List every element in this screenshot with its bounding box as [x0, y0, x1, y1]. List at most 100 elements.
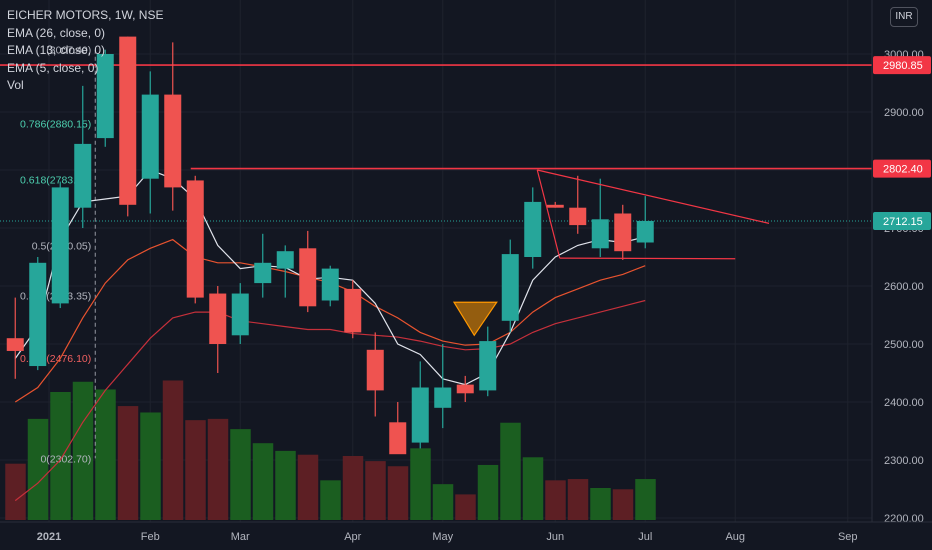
horizontal-lines[interactable]: [0, 64, 872, 222]
volume-bar: [162, 380, 184, 520]
volume-bar: [410, 448, 431, 520]
candle-body: [186, 180, 204, 298]
candle-body: [74, 143, 92, 208]
triangle-marker: [452, 301, 498, 337]
fib-level-label: (3007.40): [46, 45, 91, 57]
symbol-title[interactable]: EICHER MOTORS, 1W, NSE: [7, 8, 164, 22]
volume-bar: [5, 463, 26, 520]
candle-body: [456, 384, 474, 394]
time-tick-label: 2021: [37, 531, 61, 543]
candle-body: [636, 220, 654, 243]
volume-bar: [27, 418, 49, 520]
ema5-legend[interactable]: EMA (5, close, 0): [7, 60, 99, 75]
volume-bar: [545, 480, 566, 520]
hline-price-label-bg: [873, 159, 931, 178]
price-axis-bg: [872, 0, 932, 550]
candle-body: [569, 207, 587, 226]
candle-body: [546, 204, 564, 208]
price-tick-label: 2400.00: [884, 397, 924, 409]
volume-bar: [320, 480, 341, 520]
price-tick-label: 2600.00: [884, 281, 924, 293]
volume-bar: [185, 420, 206, 520]
candle-body: [276, 251, 294, 269]
candle-body: [141, 94, 159, 179]
volume-bar: [207, 418, 229, 520]
candle-body: [434, 387, 452, 408]
volume-bar: [72, 381, 94, 520]
candle-body: [209, 293, 227, 344]
volume-bar: [365, 461, 386, 520]
candle-body: [411, 387, 429, 443]
trendline: [536, 169, 561, 259]
hline-price-label-bg: [873, 56, 931, 75]
candle-body: [614, 213, 632, 252]
volume-bars: [5, 380, 656, 520]
candle-body: [389, 422, 407, 455]
volume-bar: [252, 443, 274, 520]
volume-bar: [342, 456, 364, 520]
time-tick-label: Aug: [725, 531, 745, 543]
volume-bar: [635, 479, 656, 520]
price-tick-label: 2300.00: [884, 455, 924, 467]
price-tick-label: 2500.00: [884, 339, 924, 351]
candle-body: [321, 268, 339, 301]
time-axis-bg: [0, 522, 932, 550]
ema26-legend[interactable]: EMA (26, close, 0): [7, 25, 106, 40]
volume-bar: [117, 406, 139, 520]
trendline: [559, 257, 736, 260]
volume-bar: [567, 479, 589, 520]
candle-body: [591, 219, 609, 249]
volume-bar: [590, 488, 611, 520]
time-tick-label: May: [432, 531, 453, 543]
volume-bar: [230, 429, 251, 520]
fib-level-label: 0.618(2783.35): [20, 175, 91, 187]
volume-bar: [522, 457, 544, 520]
volume-bar: [612, 489, 634, 520]
volume-bar: [50, 392, 71, 520]
last-price-label: 2712.15: [883, 216, 923, 228]
volume-bar: [432, 484, 454, 520]
volume-bar: [297, 454, 319, 520]
candle-body: [96, 54, 114, 139]
candle-body: [29, 262, 47, 367]
fib-level-label: 0.786(2880.15): [20, 119, 91, 131]
volume-bar: [477, 464, 499, 520]
time-tick-label: Feb: [141, 531, 160, 543]
time-tick-label: Mar: [231, 531, 250, 543]
currency-badge[interactable]: INR: [890, 7, 918, 27]
candle-body: [254, 262, 272, 284]
candlesticks: [6, 36, 654, 455]
trendline: [537, 169, 770, 224]
volume-bar: [275, 450, 296, 520]
drawings[interactable]: [452, 169, 770, 337]
hline-price-label: 2802.40: [883, 164, 923, 176]
ema13-line: [14, 238, 646, 403]
last-price-label-bg: [873, 211, 931, 230]
volume-bar: [95, 389, 116, 520]
price-tick-label: 2900.00: [884, 107, 924, 119]
time-tick-label: Sep: [838, 531, 858, 543]
volume-bar: [140, 412, 161, 520]
candle-body: [344, 288, 362, 333]
time-tick-label: Jun: [546, 531, 564, 543]
time-tick-label: Apr: [344, 531, 361, 543]
hline-price-label: 2980.85: [883, 60, 923, 72]
volume-bar: [387, 466, 409, 520]
ema13-legend[interactable]: EMA (13, close, 0): [7, 43, 106, 57]
candle-body: [51, 187, 69, 304]
candle-body: [366, 349, 384, 391]
candle-body: [164, 94, 182, 188]
candle-body: [119, 36, 137, 205]
candle-body: [6, 338, 24, 351]
candle-body: [479, 341, 497, 391]
volume-bar: [455, 494, 476, 520]
volume-legend[interactable]: Vol: [7, 78, 24, 92]
time-tick-label: Jul: [638, 531, 652, 543]
legend: EICHER MOTORS, 1W, NSE EMA (26, close, 0…: [7, 7, 163, 95]
ema26-line: [14, 299, 646, 502]
candle-body: [231, 293, 249, 336]
volume-bar: [500, 422, 521, 520]
candle-body: [501, 254, 519, 321]
fib-level-label: 0(2302.70): [40, 453, 91, 465]
